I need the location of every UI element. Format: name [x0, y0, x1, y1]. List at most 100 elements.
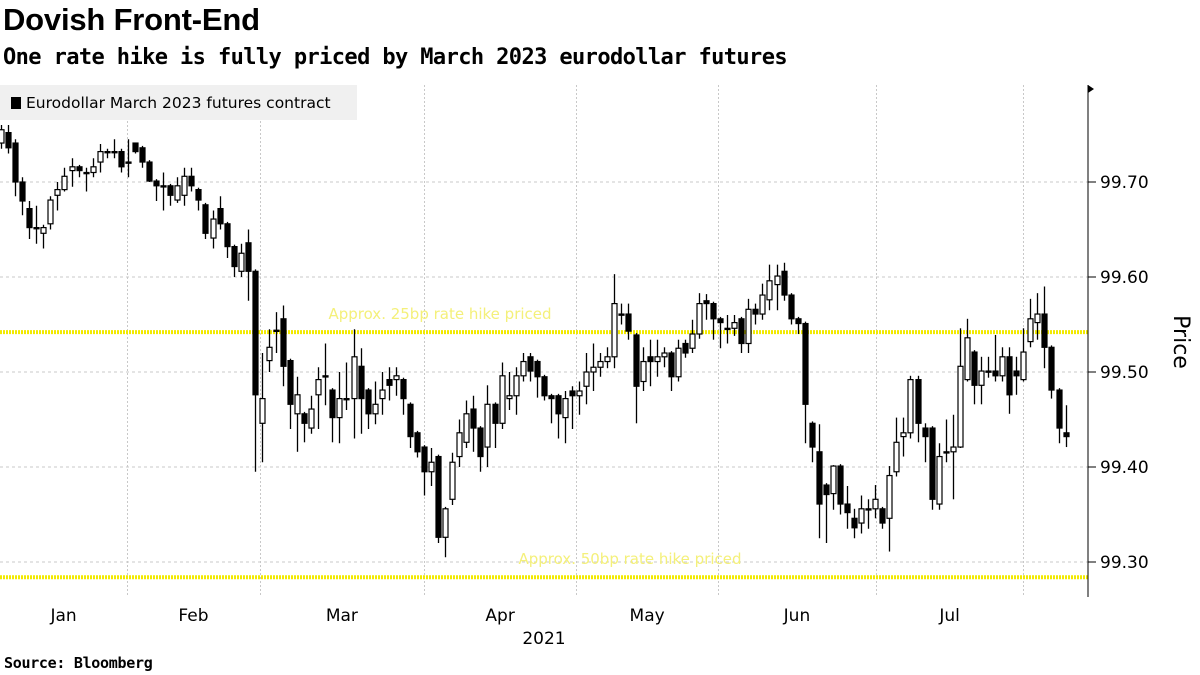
candle-body-up [449, 461, 456, 500]
candle-body-up [964, 337, 971, 381]
candle [463, 400, 470, 448]
candle-body-down [287, 360, 294, 405]
y-tick-label: 99.50 [1100, 363, 1149, 383]
candle-body-down [682, 342, 689, 354]
candle-body-down [647, 356, 654, 363]
candle-body-up [336, 398, 343, 419]
candle [710, 301, 717, 340]
legend-label: Eurodollar March 2023 futures contract [26, 93, 331, 112]
candle-body-down [12, 142, 19, 183]
candle-body-up [774, 275, 781, 286]
candle [266, 329, 273, 372]
candle [351, 329, 358, 439]
candle [315, 367, 322, 429]
candle-body-up [724, 327, 731, 331]
candle [907, 375, 914, 439]
candle [520, 353, 527, 382]
candle [506, 372, 513, 410]
candle [647, 339, 654, 387]
chart-title: Dovish Front-End [3, 2, 260, 37]
candle [675, 339, 682, 382]
candle-body-down [188, 175, 195, 187]
x-tick-label-jan: Jan [49, 606, 76, 626]
candle-body-down [569, 390, 576, 397]
candle [618, 303, 625, 325]
candle [139, 145, 146, 168]
candle-body-up [351, 356, 358, 400]
candle-body-down [795, 318, 802, 325]
candle-body-up [513, 375, 520, 397]
candle [252, 269, 259, 472]
candle-body-down [202, 204, 209, 234]
candle [484, 385, 491, 467]
candle-body-down [19, 181, 26, 202]
candle [640, 347, 647, 391]
candle [837, 464, 844, 515]
candle [900, 417, 907, 457]
candle-body-up [675, 347, 682, 378]
candle [625, 303, 632, 340]
candle [992, 334, 999, 382]
candle-body-down [1056, 389, 1063, 429]
candle-body-up [90, 166, 97, 174]
candle [964, 318, 971, 382]
candle-body-up [499, 375, 506, 424]
candle-body-down [231, 246, 238, 268]
candle [865, 499, 872, 529]
candle [611, 274, 618, 369]
candle [69, 158, 76, 187]
candle-body-down [1041, 313, 1048, 348]
candle [752, 303, 759, 325]
candle [492, 402, 499, 448]
candle [1013, 356, 1020, 395]
candle [167, 183, 174, 206]
source-note: Source: Bloomberg [4, 654, 153, 672]
candle-body-up [125, 161, 132, 164]
candle-body-up [1034, 313, 1041, 324]
candle [738, 316, 745, 353]
candle-body-down [781, 270, 788, 296]
candle [950, 414, 957, 500]
candle-body-up [936, 455, 943, 505]
candle [513, 367, 520, 415]
candle [1063, 405, 1070, 448]
x-tick-label-jul: Jul [938, 606, 960, 626]
candle [153, 179, 160, 201]
candle-body-down [837, 465, 844, 505]
candle [830, 465, 837, 510]
candle [985, 356, 992, 378]
candle [731, 315, 738, 336]
candle-body-down [844, 503, 851, 514]
candle-body-up [372, 403, 379, 415]
candle-body-down [245, 242, 252, 272]
candle-body-up [0, 129, 5, 144]
candle [696, 293, 703, 339]
candle [456, 419, 463, 467]
candle [26, 201, 33, 239]
candle [957, 328, 964, 448]
candle-body-up [273, 329, 280, 333]
candle-body-down [802, 322, 809, 405]
candle [802, 321, 809, 444]
candle [851, 508, 858, 539]
x-axis: Jan Feb Mar Apr May Jun Jul [49, 606, 959, 626]
candle [160, 172, 167, 211]
candle [343, 362, 350, 410]
candle [1048, 345, 1055, 399]
candle-body-up [83, 171, 90, 175]
candle [393, 367, 400, 396]
candle-body-down [527, 356, 534, 372]
candle [788, 293, 795, 325]
candle [195, 187, 202, 211]
candle [1041, 286, 1048, 369]
candle [12, 139, 19, 197]
candle [858, 495, 865, 534]
candle-body-up [618, 313, 625, 316]
candle-body-up [47, 199, 54, 225]
candle [1027, 298, 1034, 348]
candle [943, 419, 950, 463]
candle [33, 205, 40, 244]
candle [358, 348, 365, 434]
candle-body-down [1013, 370, 1020, 377]
